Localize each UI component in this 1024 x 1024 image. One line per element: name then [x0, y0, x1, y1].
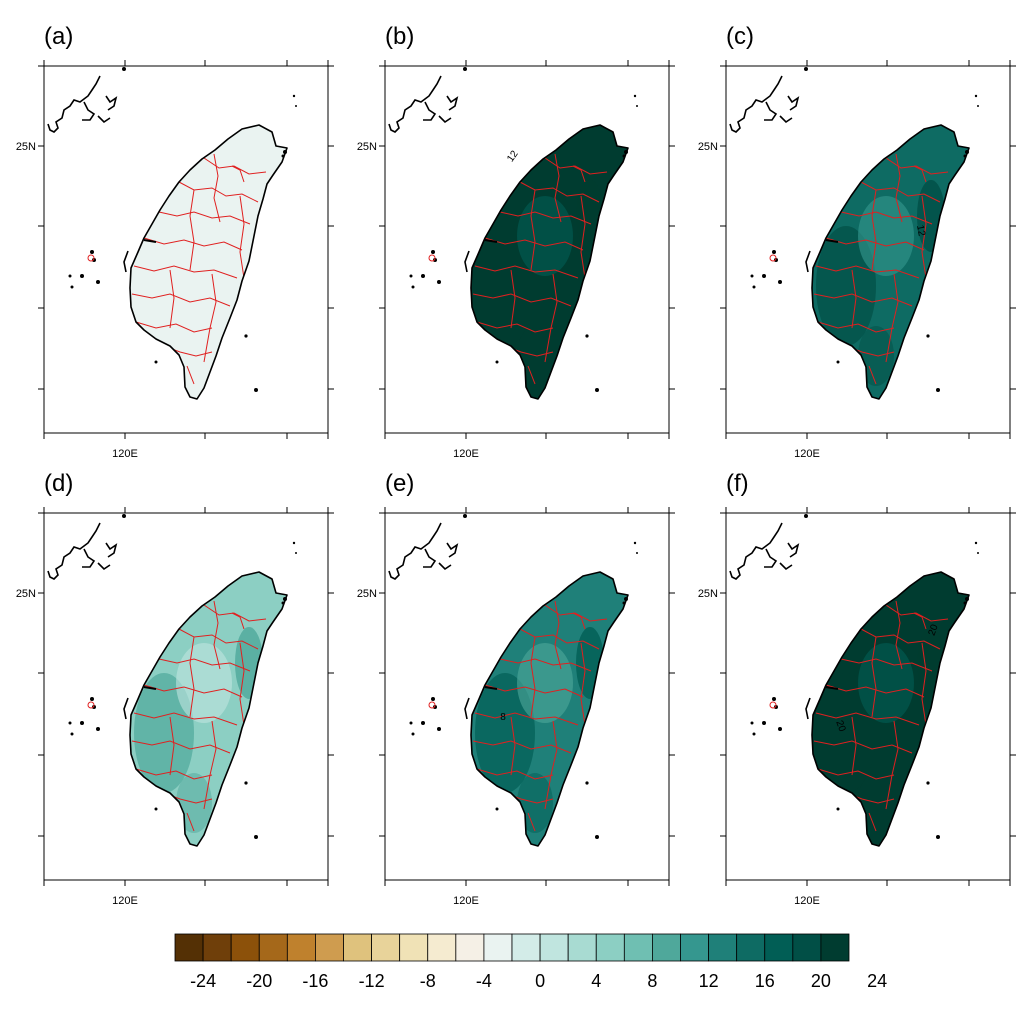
county-boundaries	[472, 600, 608, 832]
panel-label: (b)	[385, 23, 414, 50]
colorbar-swatch	[652, 933, 681, 962]
colorbar-swatch	[511, 933, 541, 962]
lat-tick-label: 25N	[16, 141, 36, 153]
colorbar-swatch	[174, 933, 204, 962]
county-boundaries	[813, 153, 949, 385]
contour-label: 20	[833, 719, 847, 734]
colorbar-swatch	[399, 933, 429, 962]
colorbar-swatch	[343, 933, 372, 962]
colorbar-tick-label: -16	[302, 971, 328, 991]
coastline	[129, 571, 288, 847]
axis-ticks	[379, 60, 675, 439]
colorbar-swatch	[792, 933, 822, 962]
lat-tick-label: 25N	[698, 588, 718, 600]
colorbar-tick-label: -8	[420, 971, 436, 991]
contour-label: 8	[500, 712, 506, 723]
colorbar-swatch	[595, 933, 625, 962]
panels: (a) 25N 120E (b) 25N 120E 12(c) 25N 120E 12 (d) 25N…	[16, 23, 1016, 907]
colorbar-swatch	[623, 933, 653, 962]
map-panel: (d) 25N 120E	[16, 470, 334, 907]
colorbar-swatch	[427, 933, 457, 962]
colorbar-tick-label: -20	[246, 971, 272, 991]
coastline	[811, 571, 970, 847]
colorbar-swatch	[680, 933, 709, 962]
axis-ticks	[379, 507, 675, 886]
colorbar-tick-label: -4	[476, 971, 492, 991]
colorbar-tick-label: -24	[190, 971, 216, 991]
colorbar-swatch	[455, 933, 485, 962]
colorbar-tick-label: 4	[591, 971, 601, 991]
lat-tick-label: 25N	[16, 588, 36, 600]
colorbar: -24 -20 -16 -12 -8 -4 0 4 8 12 16 20 24	[174, 933, 887, 991]
colorbar-tick-label: 20	[811, 971, 831, 991]
panel-label: (d)	[44, 470, 73, 497]
axis-ticks	[720, 60, 1016, 439]
taiwan-field	[130, 125, 287, 399]
county-boundaries	[472, 153, 608, 385]
coastline	[470, 124, 629, 400]
islands	[729, 514, 979, 839]
colorbar-tick-label: 8	[647, 971, 657, 991]
colorbar-tick-label: -12	[359, 971, 385, 991]
panel-label: (e)	[385, 470, 414, 497]
colorbar-tick-label: 16	[755, 971, 775, 991]
lon-tick-label: 120E	[112, 895, 138, 907]
colorbar-swatch	[764, 933, 794, 962]
coastline	[470, 571, 629, 847]
county-boundaries	[131, 153, 267, 385]
colorbar-swatch	[230, 933, 260, 962]
colorbar-swatch	[286, 933, 316, 962]
panel-label: (a)	[44, 23, 73, 50]
axis-ticks	[720, 507, 1016, 886]
colorbar-swatch	[736, 933, 766, 962]
contour-label: 12	[914, 224, 927, 237]
colorbar-swatch	[371, 933, 401, 962]
colorbar-swatch	[820, 933, 850, 962]
county-boundaries	[131, 600, 267, 832]
lat-tick-label: 25N	[357, 588, 377, 600]
colorbar-swatch	[708, 933, 738, 962]
panel-label: (c)	[726, 23, 754, 50]
panel-label: (f)	[726, 470, 749, 497]
colorbar-swatch	[258, 933, 288, 962]
colorbar-swatch	[315, 933, 344, 962]
lat-tick-label: 25N	[698, 141, 718, 153]
coastline	[129, 124, 288, 400]
contour-label: 20	[927, 623, 941, 638]
axis-ticks	[38, 507, 334, 886]
colorbar-swatch	[539, 933, 569, 962]
colorbar-tick-label: 24	[867, 971, 887, 991]
lon-tick-label: 120E	[453, 895, 479, 907]
colorbar-tick-label: 12	[699, 971, 719, 991]
axis-ticks	[38, 60, 334, 439]
islands	[47, 514, 297, 839]
islands	[47, 67, 297, 392]
colorbar-tick-label: 0	[535, 971, 545, 991]
lon-tick-label: 120E	[453, 448, 479, 460]
colorbar-swatch	[202, 933, 232, 962]
lon-tick-label: 120E	[794, 448, 820, 460]
map-panel: (c) 25N 120E 12	[698, 23, 1016, 460]
lat-tick-label: 25N	[357, 141, 377, 153]
islands	[388, 514, 638, 839]
colorbar-swatch	[567, 933, 597, 962]
coastline	[811, 124, 970, 400]
map-panel: (f) 25N 120E 20 20	[698, 470, 1016, 907]
map-panel: (e) 25N 120E 8	[357, 470, 675, 907]
islands	[388, 67, 638, 392]
county-boundaries	[813, 600, 949, 832]
map-panel: (a) 25N 120E	[16, 23, 334, 460]
colorbar-swatch	[483, 933, 513, 962]
lon-tick-label: 120E	[794, 895, 820, 907]
lon-tick-label: 120E	[112, 448, 138, 460]
islands	[729, 67, 979, 392]
